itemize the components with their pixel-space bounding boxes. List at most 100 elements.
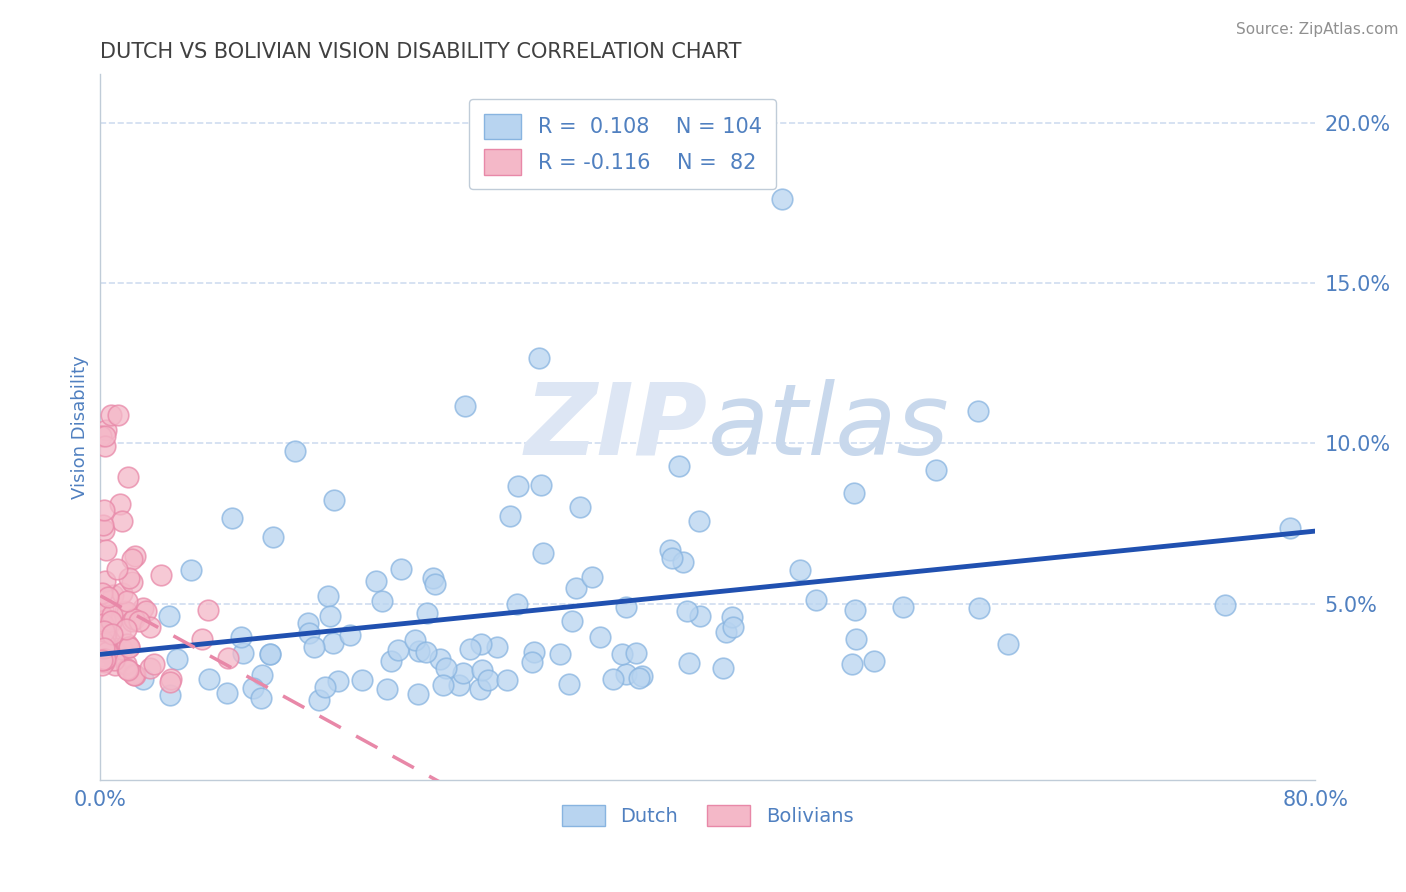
Point (249, 690, 271, 705)
Point (96, 543, 118, 558)
Point (115, 657, 138, 671)
Point (308, 693, 330, 707)
Point (180, 564, 202, 578)
Point (259, 648, 281, 662)
Point (323, 492, 346, 507)
Point (371, 593, 394, 607)
Point (100, 615, 122, 629)
Point (661, 550, 683, 565)
Point (96, 640, 118, 654)
Point (91, 601, 114, 615)
Point (94, 574, 117, 588)
Point (97, 591, 120, 605)
Point (131, 601, 153, 615)
Point (602, 672, 624, 686)
Point (111, 642, 134, 657)
Point (689, 609, 711, 624)
Text: ZIP: ZIP (524, 379, 707, 475)
Point (658, 543, 681, 558)
Point (406, 688, 429, 702)
Point (470, 637, 492, 651)
Point (614, 667, 637, 681)
Point (159, 675, 181, 690)
Point (1279, 521, 1302, 535)
Point (101, 607, 124, 622)
Point (166, 652, 188, 666)
Point (197, 603, 219, 617)
Legend: Dutch, Bolivians: Dutch, Bolivians (554, 797, 860, 834)
Point (352, 673, 374, 687)
Point (789, 563, 811, 577)
Point (117, 663, 139, 677)
Point (150, 568, 173, 582)
Point (527, 351, 550, 366)
Point (506, 597, 529, 611)
Point (128, 614, 150, 628)
Point (499, 509, 522, 524)
Point (159, 688, 181, 702)
Point (672, 555, 695, 569)
Point (891, 600, 914, 615)
Point (389, 561, 412, 575)
Point (94, 423, 117, 437)
Point (326, 673, 349, 688)
Point (298, 626, 321, 640)
Point (124, 667, 146, 681)
Point (221, 511, 243, 525)
Point (614, 599, 637, 614)
Point (447, 678, 470, 692)
Point (432, 678, 454, 692)
Point (628, 671, 651, 685)
Point (122, 612, 145, 626)
Point (297, 616, 319, 631)
Point (711, 661, 734, 675)
Point (93, 640, 115, 655)
Point (506, 479, 529, 493)
Point (229, 630, 252, 644)
Point (676, 604, 699, 618)
Point (91, 653, 114, 667)
Point (415, 645, 437, 659)
Point (108, 497, 131, 511)
Text: atlas: atlas (707, 379, 949, 475)
Point (121, 551, 143, 566)
Point (90, 428, 112, 442)
Point (94, 429, 117, 443)
Point (94, 642, 117, 657)
Point (721, 620, 744, 634)
Point (454, 399, 477, 413)
Point (841, 657, 863, 671)
Point (93, 656, 115, 670)
Point (720, 610, 742, 624)
Point (429, 651, 451, 665)
Point (114, 604, 136, 618)
Point (471, 663, 494, 677)
Point (139, 661, 162, 675)
Point (124, 549, 146, 564)
Point (470, 681, 492, 696)
Point (624, 646, 647, 660)
Point (404, 632, 426, 647)
Point (93, 653, 115, 667)
Point (103, 653, 125, 667)
Point (93, 616, 115, 631)
Point (108, 625, 131, 640)
Point (259, 647, 281, 661)
Point (143, 657, 166, 672)
Point (319, 608, 342, 623)
Point (520, 655, 543, 669)
Point (96, 628, 118, 642)
Point (588, 630, 610, 644)
Point (688, 514, 710, 528)
Point (91, 585, 114, 599)
Point (531, 546, 554, 560)
Point (422, 571, 444, 585)
Point (844, 486, 866, 500)
Point (115, 662, 138, 676)
Point (114, 623, 136, 637)
Point (122, 667, 145, 681)
Point (997, 637, 1019, 651)
Text: Source: ZipAtlas.com: Source: ZipAtlas.com (1236, 22, 1399, 37)
Point (250, 667, 273, 681)
Point (322, 636, 344, 650)
